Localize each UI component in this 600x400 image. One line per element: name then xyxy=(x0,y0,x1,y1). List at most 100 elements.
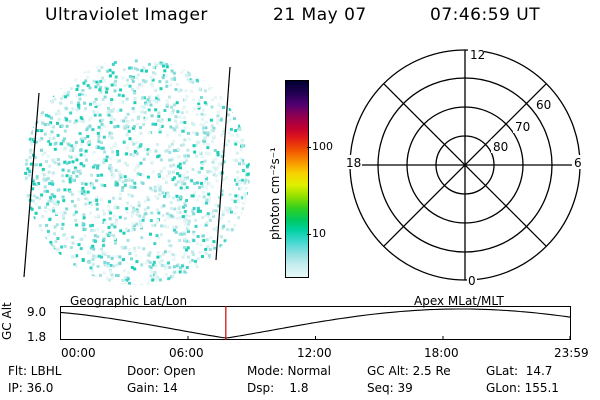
uv-pixel xyxy=(32,228,36,232)
uv-pixel xyxy=(207,286,210,289)
uv-pixel xyxy=(248,85,250,89)
uv-pixel xyxy=(203,214,207,218)
uv-pixel xyxy=(48,243,52,247)
uv-pixel xyxy=(212,265,216,269)
uv-pixel xyxy=(86,75,89,79)
uv-pixel xyxy=(53,147,57,151)
uv-pixel xyxy=(170,285,173,288)
uv-pixel xyxy=(166,225,170,229)
uv-pixel xyxy=(125,210,129,214)
uv-pixel xyxy=(110,132,114,135)
uv-pixel xyxy=(48,218,52,222)
uv-pixel xyxy=(32,216,36,220)
uv-pixel xyxy=(84,149,88,153)
uv-pixel xyxy=(151,170,155,174)
uv-pixel xyxy=(243,196,247,200)
uv-pixel xyxy=(26,59,30,63)
uv-pixel xyxy=(28,194,32,198)
uv-pixel xyxy=(129,204,133,208)
uv-pixel xyxy=(93,234,97,238)
uv-pixel xyxy=(58,86,62,90)
uv-pixel xyxy=(109,263,113,267)
uv-pixel xyxy=(28,137,32,141)
uv-pixel xyxy=(128,137,132,141)
uv-pixel xyxy=(74,284,78,285)
uv-pixel xyxy=(29,151,33,155)
uv-pixel xyxy=(151,78,155,82)
uv-pixel xyxy=(33,277,37,281)
uv-pixel xyxy=(41,269,45,273)
uv-pixel xyxy=(247,110,250,114)
uv-pixel xyxy=(141,181,145,185)
uv-pixel xyxy=(231,109,235,112)
uv-pixel xyxy=(130,179,134,183)
uv-pixel xyxy=(95,207,99,211)
uv-pixel xyxy=(166,265,170,269)
uv-pixel xyxy=(207,192,211,196)
uv-pixel xyxy=(197,102,201,106)
uv-pixel xyxy=(237,233,241,237)
orbit-xtick-0000: 00:00 xyxy=(61,346,96,360)
uv-pixel xyxy=(220,245,224,249)
uv-pixel xyxy=(92,150,96,154)
uv-pixel xyxy=(125,152,129,156)
uv-pixel xyxy=(193,67,197,71)
uv-pixel xyxy=(121,186,125,189)
uv-pixel xyxy=(30,75,34,79)
uv-pixel xyxy=(179,166,182,170)
uv-pixel xyxy=(91,276,95,280)
uv-pixel xyxy=(214,203,218,207)
uv-pixel xyxy=(111,62,115,66)
uv-pixel xyxy=(210,185,214,189)
uv-pixel xyxy=(81,120,85,124)
uv-pixel xyxy=(115,273,118,277)
uv-pixel xyxy=(44,209,48,213)
uv-pixel xyxy=(41,121,45,125)
uv-pixel xyxy=(26,129,30,133)
uv-pixel xyxy=(199,96,203,99)
uv-pixel xyxy=(60,97,63,101)
uv-pixel xyxy=(89,266,93,270)
uv-pixel xyxy=(42,177,46,181)
uv-pixel xyxy=(202,281,206,285)
uv-pixel xyxy=(249,260,250,264)
uv-pixel xyxy=(196,140,200,144)
uv-pixel xyxy=(71,148,74,152)
uv-pixel xyxy=(116,150,119,153)
date-label: 21 May 07 xyxy=(273,5,367,25)
uv-pixel xyxy=(65,117,69,121)
uv-pixel xyxy=(156,251,160,255)
uv-pixel xyxy=(35,237,39,241)
uv-pixel xyxy=(35,85,39,89)
uv-pixel xyxy=(71,235,75,239)
uv-pixel xyxy=(157,260,161,264)
uv-pixel xyxy=(160,124,164,128)
uv-pixel xyxy=(129,185,133,189)
uv-pixel xyxy=(152,263,156,267)
uv-pixel xyxy=(31,96,35,100)
uv-pixel xyxy=(114,142,117,146)
uv-pixel xyxy=(203,140,207,144)
uv-pixel xyxy=(204,185,208,189)
uv-pixel xyxy=(229,98,233,102)
uv-pixel xyxy=(171,170,175,174)
uv-pixel xyxy=(37,230,41,234)
uv-pixel xyxy=(166,215,170,219)
uv-pixel xyxy=(221,213,225,217)
uv-pixel xyxy=(31,277,35,281)
uv-pixel xyxy=(208,256,212,260)
uv-pixel xyxy=(127,281,131,285)
orbit-left-title: Geographic Lat/Lon xyxy=(70,294,188,308)
uv-pixel xyxy=(243,81,247,85)
uv-pixel xyxy=(197,106,201,110)
uv-pixel xyxy=(133,101,137,105)
uv-pixel xyxy=(133,90,137,93)
uv-pixel xyxy=(54,265,58,269)
uv-pixel xyxy=(138,219,142,223)
uv-pixel xyxy=(54,82,58,86)
uv-pixel xyxy=(119,173,123,177)
uv-pixel xyxy=(176,210,180,214)
uv-pixel xyxy=(135,141,139,144)
uv-pixel xyxy=(31,255,35,259)
uv-pixel xyxy=(131,186,135,189)
